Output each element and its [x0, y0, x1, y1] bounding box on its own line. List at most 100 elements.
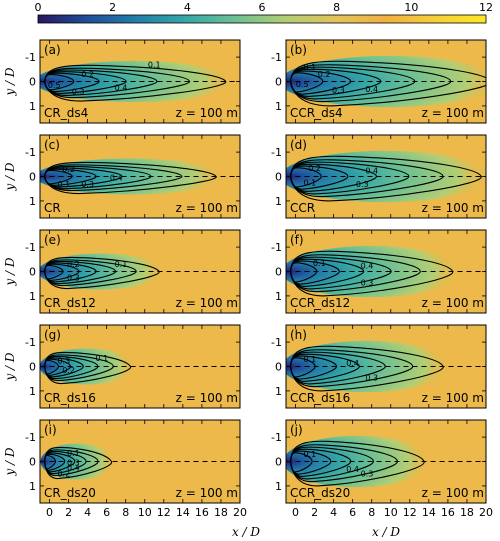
x-tick-label: 10 [138, 506, 152, 519]
y-tick-label: 1 [29, 480, 36, 493]
contour-line [290, 167, 322, 188]
contour-label: 0.1 [303, 63, 316, 72]
colorbar-tick-label: 0 [35, 1, 42, 14]
contour-label: 0.4 [361, 261, 374, 270]
y-tick-label: -1 [25, 241, 36, 254]
case-name: CR_ds4 [44, 106, 88, 120]
contour-label: 0.1 [303, 450, 316, 459]
y-tick-label: 0 [275, 361, 282, 374]
contour-line [44, 164, 183, 192]
contour-label: 0.3 [67, 274, 80, 283]
contour-line [290, 60, 486, 107]
contour-line [290, 452, 313, 473]
x-axis-label-left: x / D [232, 525, 260, 539]
y-tick-label: 1 [275, 100, 282, 113]
contour-label: 0.4 [365, 166, 378, 175]
contour-line [290, 161, 410, 195]
y-tick-label: 1 [275, 480, 282, 493]
contour-label: 0.1 [303, 179, 316, 188]
case-name: CCR_ds16 [290, 391, 350, 405]
x-tick-label: 18 [214, 506, 228, 519]
case-name: CCR_ds20 [290, 486, 350, 500]
panel-letter: (f) [290, 233, 304, 247]
contour-line [44, 64, 227, 102]
panel-letter: (c) [44, 138, 60, 152]
y-tick-label: 1 [275, 195, 282, 208]
colorbar-ticks: 0 2 4 6 8 10 12 [35, 1, 494, 14]
contour-line [44, 67, 191, 99]
panel-a: 0.1 0.2 0.3 0.4 0.5 (a) CR_ds4 z = 100 m -1 0 1 y /… [3, 39, 241, 124]
y-tick-label: -1 [25, 51, 36, 64]
panel-letter: (d) [290, 138, 307, 152]
height-label: z = 100 m [422, 296, 484, 310]
panel-letter: (j) [290, 423, 303, 437]
x-tick-label: 18 [460, 506, 474, 519]
x-tick-label: 6 [103, 506, 110, 519]
y-tick-label: 0 [275, 76, 282, 89]
height-label: z = 100 m [176, 391, 238, 405]
contour-label: 0.1 [67, 449, 80, 458]
y-axis-label: y / D [3, 162, 17, 191]
contour-label: 0.3 [356, 180, 369, 189]
y-tick-label: -1 [25, 431, 36, 444]
contour-line [44, 351, 132, 385]
y-axis-label: y / D [3, 352, 17, 381]
panel-b: 0.10.20.3 0.4 0.5 (b) CCR_ds4 z = 100 m -1 0 1 [271, 39, 487, 124]
y-tick-label: -1 [271, 336, 282, 349]
x-tick-label: 10 [384, 506, 398, 519]
y-tick-label: 0 [29, 171, 36, 184]
y-tick-label: -1 [271, 241, 282, 254]
height-label: z = 100 m [176, 106, 238, 120]
contour-label: 0.4 [115, 84, 128, 93]
panel-h: 0.1 0.4 0.3 (h) CCR_ds16 z = 100 m -1 0 1 [271, 324, 487, 409]
contour-label: 0.1 [57, 180, 70, 189]
x-tick-label: 2 [311, 506, 318, 519]
panel-d: 0.2 0.4 0.3 0.1 (d) CCR z = 100 m -1 0 1 [271, 134, 487, 219]
panel-letter: (b) [290, 43, 307, 57]
contour-label: 0.2 [318, 70, 331, 79]
contour-label: 0.4 [365, 85, 378, 94]
y-tick-label: 0 [275, 456, 282, 469]
contour-label: 0.1 [303, 355, 316, 364]
y-tick-label: 0 [275, 171, 282, 184]
y-tick-label: 1 [29, 290, 36, 303]
case-name: CCR [290, 201, 315, 215]
y-tick-label: -1 [25, 336, 36, 349]
contour-label: 0.3 [57, 356, 70, 365]
contour-label: 0.2 [62, 366, 75, 375]
contour-line [44, 69, 158, 97]
case-name: CCR_ds12 [290, 296, 350, 310]
x-tick-label: 4 [84, 506, 91, 519]
height-label: z = 100 m [422, 486, 484, 500]
height-label: z = 100 m [176, 486, 238, 500]
contour-label: 0.3 [67, 459, 80, 468]
x-tick-label: 0 [292, 506, 299, 519]
contour-label: 0.3 [361, 470, 374, 479]
x-tick-label: 16 [441, 506, 455, 519]
y-tick-label: 1 [275, 290, 282, 303]
colorbar: 0 2 4 6 8 10 12 [35, 1, 494, 24]
y-tick-label: 0 [29, 266, 36, 279]
x-tick-label: 6 [349, 506, 356, 519]
case-name: CR_ds20 [44, 486, 96, 500]
colorbar-tick-label: 6 [259, 1, 266, 14]
x-tick-label: 14 [176, 506, 190, 519]
panel-e: 0.2 0.1 0.3 (e) CR_ds12 z = 100 m -1 0 1 y / D [3, 229, 241, 314]
colorbar-tick-label: 10 [404, 1, 418, 14]
height-label: z = 100 m [422, 106, 484, 120]
x-tick-label: 12 [403, 506, 417, 519]
colorbar-tick-label: 2 [109, 1, 116, 14]
contour-label: 0.4 [110, 174, 123, 183]
contour-label: 0.2 [67, 260, 80, 269]
contour-line [44, 454, 56, 470]
contour-line [44, 359, 60, 375]
x-tick-label: 12 [157, 506, 171, 519]
panel-f: 0.1 0.4 0.3 (f) CCR_ds12 z = 100 m -1 0 1 [271, 229, 487, 314]
contour-label: 0.4 [67, 464, 80, 473]
contour-label: 0.1 [313, 259, 326, 268]
case-name: CR_ds16 [44, 391, 96, 405]
y-axis-label: y / D [3, 67, 17, 96]
y-tick-label: 1 [29, 195, 36, 208]
x-tick-label: 14 [422, 506, 436, 519]
panel-g: 0.3 0.1 0.2 (g) CR_ds16 z = 100 m -1 0 1 y / D [3, 324, 241, 409]
